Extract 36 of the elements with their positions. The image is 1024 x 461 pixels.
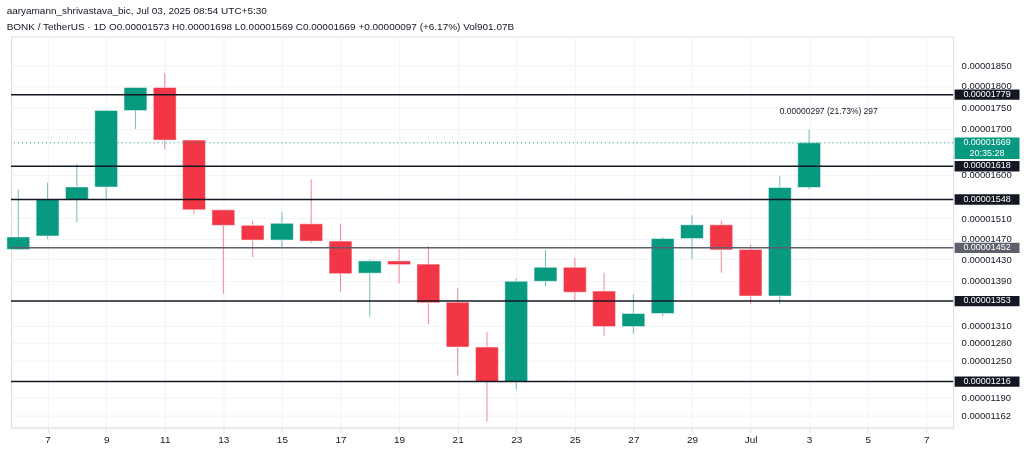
y-tick-label: 0.00001700 (961, 123, 1012, 135)
x-tick-label: 7 (924, 434, 931, 446)
y-tick-label: 0.00001162 (961, 410, 1011, 422)
y-tick-label: 0.00001750 (961, 101, 1012, 113)
x-tick-label: 27 (628, 434, 640, 446)
y-tick-label: 0.00001190 (961, 392, 1011, 404)
x-tick-label: 25 (569, 434, 582, 446)
ref-line-label: 0.00001216 (963, 375, 1011, 386)
x-tick-label: 29 (686, 434, 699, 446)
x-tick-label: 19 (394, 434, 406, 446)
y-tick-label: 0.00001510 (961, 212, 1012, 224)
x-tick-label: 23 (511, 434, 523, 446)
x-tick-label: 3 (806, 434, 813, 446)
x-tick-label: 9 (103, 434, 110, 446)
y-tick-label: 0.00001250 (961, 355, 1012, 367)
ref-line-label: 0.00001669 20:35:28 (963, 136, 1011, 158)
x-tick-label: 17 (335, 434, 347, 446)
chart-subtitle: BONK / TetherUS · 1D O0.00001573 H0.00001698 L0.00001569 C0.00001669 +0.00000097 (+6.17%) Vol901.07B (6, 21, 515, 33)
ref-line-label: 0.00001548 (963, 193, 1011, 204)
x-tick-label: 15 (276, 434, 289, 446)
y-tick-label: 0.00001850 (961, 59, 1012, 71)
y-tick-label: 0.00001280 (961, 337, 1012, 349)
chart-title: aaryamann_shrivastava_bic, Jul 03, 2025 08:54 UTC+5:30 (6, 5, 268, 17)
x-tick-label: 11 (160, 434, 171, 446)
annotation: 0.00000297 (21.73%) 297 (779, 105, 879, 116)
x-tick-label: 7 (45, 434, 52, 446)
x-tick-label: Jul (744, 434, 758, 446)
ref-line-label: 0.00001353 (963, 295, 1011, 306)
x-tick-label: 21 (452, 434, 465, 446)
y-tick-label: 0.00001600 (961, 169, 1012, 181)
x-tick-label: 5 (865, 434, 872, 446)
x-tick-label: 13 (218, 434, 230, 446)
y-tick-label: 0.00001390 (961, 275, 1012, 287)
ref-line-label: 0.00001618 (963, 160, 1011, 171)
y-tick-label: 0.00001430 (961, 253, 1012, 265)
y-tick-label: 0.00001310 (961, 319, 1012, 331)
